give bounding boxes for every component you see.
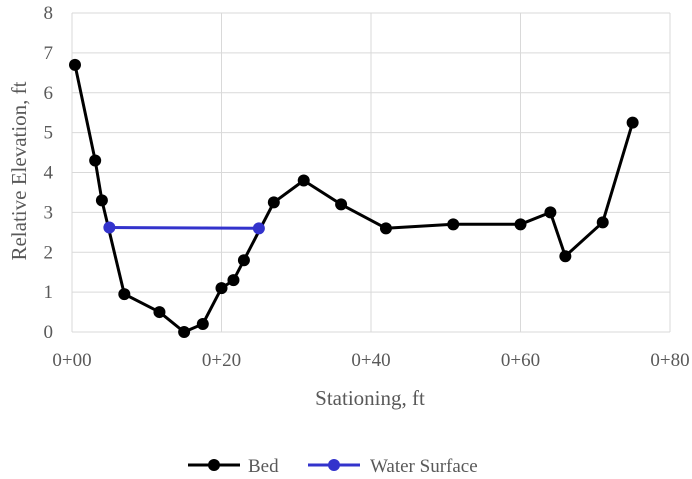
legend-marker-bed bbox=[208, 459, 220, 471]
x-tick-label: 0+60 bbox=[501, 350, 540, 371]
y-tick-label: 4 bbox=[44, 163, 54, 184]
x-tick-label: 0+20 bbox=[202, 350, 241, 371]
bed-point bbox=[379, 222, 392, 235]
bed-point bbox=[118, 288, 131, 301]
legend-marker-water-surface bbox=[328, 459, 340, 471]
bed-point bbox=[335, 198, 348, 211]
bed-point bbox=[544, 206, 557, 219]
bed-point bbox=[215, 282, 228, 295]
y-tick-label: 1 bbox=[44, 282, 54, 303]
y-tick-label: 2 bbox=[44, 242, 54, 263]
water-surface-point bbox=[252, 222, 265, 235]
y-tick-label: 3 bbox=[44, 202, 54, 223]
bed-series bbox=[68, 58, 639, 338]
y-tick-label: 6 bbox=[44, 83, 54, 104]
bed-point bbox=[596, 216, 609, 229]
bed-point bbox=[514, 218, 527, 231]
water-surface-series bbox=[103, 221, 265, 235]
x-tick-label: 0+40 bbox=[351, 350, 390, 371]
bed-point bbox=[227, 274, 240, 287]
legend-label-water-surface: Water Surface bbox=[370, 456, 478, 477]
y-tick-label: 5 bbox=[44, 123, 54, 144]
bed-point bbox=[68, 58, 81, 71]
bed-point bbox=[178, 326, 191, 338]
y-tick-label: 0 bbox=[44, 322, 54, 343]
x-axis-title: Stationing, ft bbox=[315, 386, 425, 410]
bed-point bbox=[297, 174, 310, 187]
legend-label-bed: Bed bbox=[248, 456, 279, 477]
bed-point bbox=[196, 318, 209, 331]
bed-point bbox=[153, 306, 166, 319]
bed-point bbox=[95, 194, 108, 207]
y-tick-label: 7 bbox=[44, 43, 54, 64]
water-surface-line bbox=[109, 226, 259, 230]
bed-point bbox=[447, 218, 460, 231]
series-layer bbox=[68, 58, 639, 338]
x-tick-label: 0+00 bbox=[52, 350, 91, 371]
legend-item-water-surface: Water Surface bbox=[308, 456, 478, 477]
bed-point bbox=[89, 154, 102, 167]
bed-point bbox=[626, 116, 639, 129]
y-axis-title: Relative Elevation, ft bbox=[7, 81, 31, 260]
bed-point bbox=[267, 196, 280, 209]
water-surface-point bbox=[103, 221, 116, 234]
x-tick-label: 0+80 bbox=[650, 350, 689, 371]
bed-point bbox=[237, 254, 250, 267]
tick-labels: 0 1 2 3 4 5 6 7 8 0+00 0+20 0+40 0+60 0+80 bbox=[44, 3, 690, 371]
legend-item-bed: Bed bbox=[188, 456, 279, 477]
bed-point bbox=[559, 250, 572, 263]
grid bbox=[71, 12, 671, 333]
legend: Bed Water Surface bbox=[188, 456, 478, 477]
y-tick-label: 8 bbox=[44, 3, 54, 24]
